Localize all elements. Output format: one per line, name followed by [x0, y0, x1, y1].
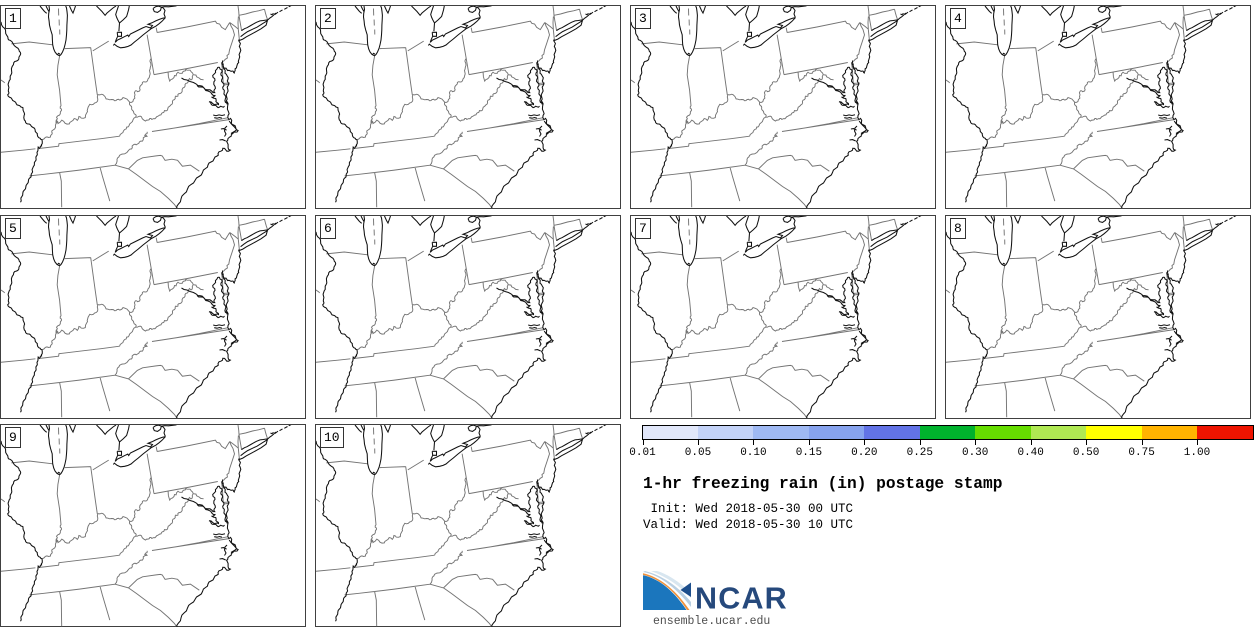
svg-text:NCAR: NCAR: [695, 582, 788, 614]
